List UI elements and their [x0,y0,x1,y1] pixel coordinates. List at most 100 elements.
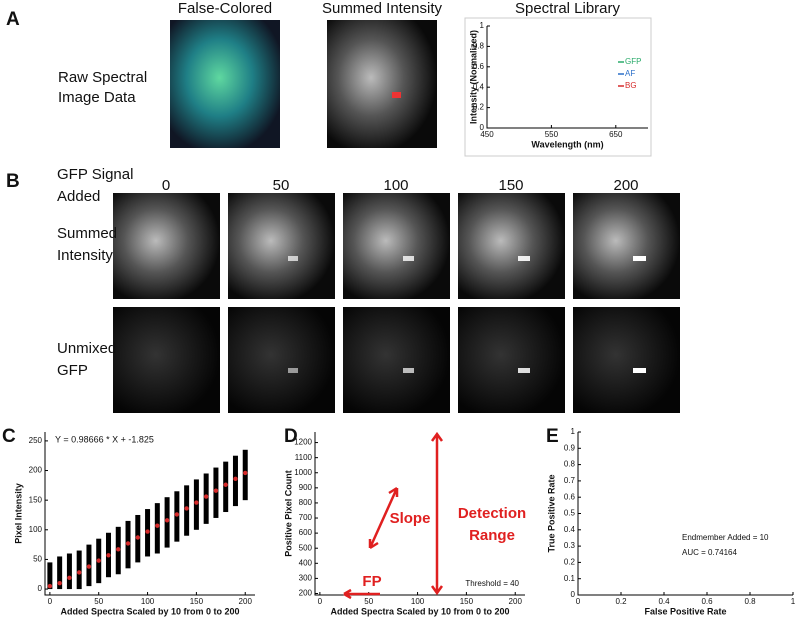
column-label: 50 [273,177,290,194]
image-title: Summed Intensity [322,0,443,17]
mean-point [125,541,131,546]
x-tick-label: 150 [190,597,204,606]
y-tick-label: 1 [480,21,485,30]
x-tick-label: 0.4 [658,597,670,606]
x-tick-label: 100 [411,597,425,606]
gfp-spot [518,368,530,373]
y-tick-label: 0.5 [564,509,576,518]
summed-image [327,20,437,148]
annotation: Threshold = 40 [465,579,519,588]
mean-point [76,570,82,575]
mean-point [223,482,228,487]
x-tick-label: 200 [239,597,253,606]
summed-image [113,193,220,299]
legend-label: GFP [625,57,641,66]
unmixed-image [458,307,565,413]
row-label: Raw Spectral [58,69,147,86]
y-tick-label: 300 [299,574,313,583]
axes [577,432,793,596]
summed-image [458,193,565,299]
y-tick-label: 0.4 [473,82,485,91]
mean-point [116,547,121,552]
panel-label: E [546,426,559,447]
y-tick-label: 0 [480,123,485,132]
y-tick-label: 0.7 [564,476,576,485]
y-tick-label: 900 [299,483,313,492]
range-bar [76,550,82,590]
row-label: Unmixed [57,340,116,357]
y-tick-label: 0.8 [473,42,485,51]
axes [486,26,648,129]
mean-point [106,553,111,558]
column-label: 0 [162,177,170,194]
header-label: GFP Signal [57,166,133,183]
panel-label: B [6,171,20,192]
mean-point [47,583,53,589]
y-tick-label: 150 [29,495,43,504]
y-tick-label: 1000 [294,468,312,477]
x-tick-label: 0 [576,597,581,606]
mean-point [213,488,219,493]
y-axis-label: True Positive Rate [546,474,556,552]
annotation: Endmember Added = 10 [682,533,769,542]
range-bar [66,553,72,590]
x-tick-label: 1 [791,597,796,606]
y-axis-label: Intensity (Normalized) [468,30,478,124]
mean-point [67,575,72,581]
unmixed-image [343,307,450,413]
y-tick-label: 0.8 [564,460,576,469]
y-tick-label: 1 [571,427,576,436]
annotation: AUC = 0.74164 [682,548,737,557]
image-title: False-Colored [178,0,272,17]
mean-point [57,580,62,586]
x-tick-label: 0 [48,597,53,606]
y-tick-label: 200 [299,589,313,598]
y-tick-label: 0.6 [473,62,485,71]
y-axis-label: Positive Pixel Count [283,470,293,557]
column-label: 200 [613,177,638,194]
y-tick-label: 600 [299,528,313,537]
y-tick-label: 0.2 [473,103,485,112]
y-tick-label: 500 [299,543,313,552]
x-tick-label: 0 [318,597,323,606]
range-bar [47,562,53,590]
column-label: 150 [498,177,523,194]
y-tick-label: 0.3 [564,541,576,550]
panel-label: A [6,9,20,30]
gfp-spot [633,256,646,261]
y-tick-label: 0 [38,584,43,593]
y-tick-label: 0.9 [564,443,576,452]
y-tick-label: 50 [33,555,42,564]
y-tick-label: 800 [299,498,313,507]
annotation: Range [469,527,515,544]
y-tick-label: 0.1 [564,574,576,583]
gfp-spot [288,368,298,373]
annotation: Slope [390,510,431,527]
summed-image [343,193,450,299]
mean-point [233,476,238,482]
x-axis-label: False Positive Rate [644,606,726,616]
y-tick-label: 0.4 [564,525,576,534]
x-tick-label: 650 [609,130,623,139]
y-axis-label: Pixel Intensity [13,483,23,544]
x-tick-label: 50 [94,597,103,606]
legend-label: AF [625,69,635,78]
legend-label: BG [625,81,637,90]
arrows [343,431,444,600]
range-bar [57,556,63,590]
annotation: Detection [458,505,526,522]
gfp-spot [403,368,414,373]
mean-point [86,564,92,569]
annotation: Y = 0.98666 * X + -1.825 [55,434,154,444]
mean-point [194,500,199,505]
row-label: GFP [57,362,88,379]
x-tick-label: 0.8 [744,597,756,606]
mean-point [155,523,160,528]
gfp-spot [403,256,414,261]
y-tick-label: 400 [299,558,313,567]
mean-point [203,494,209,499]
y-tick-label: 100 [29,525,43,534]
gfp-spot [392,92,401,98]
summed-image [573,193,680,299]
